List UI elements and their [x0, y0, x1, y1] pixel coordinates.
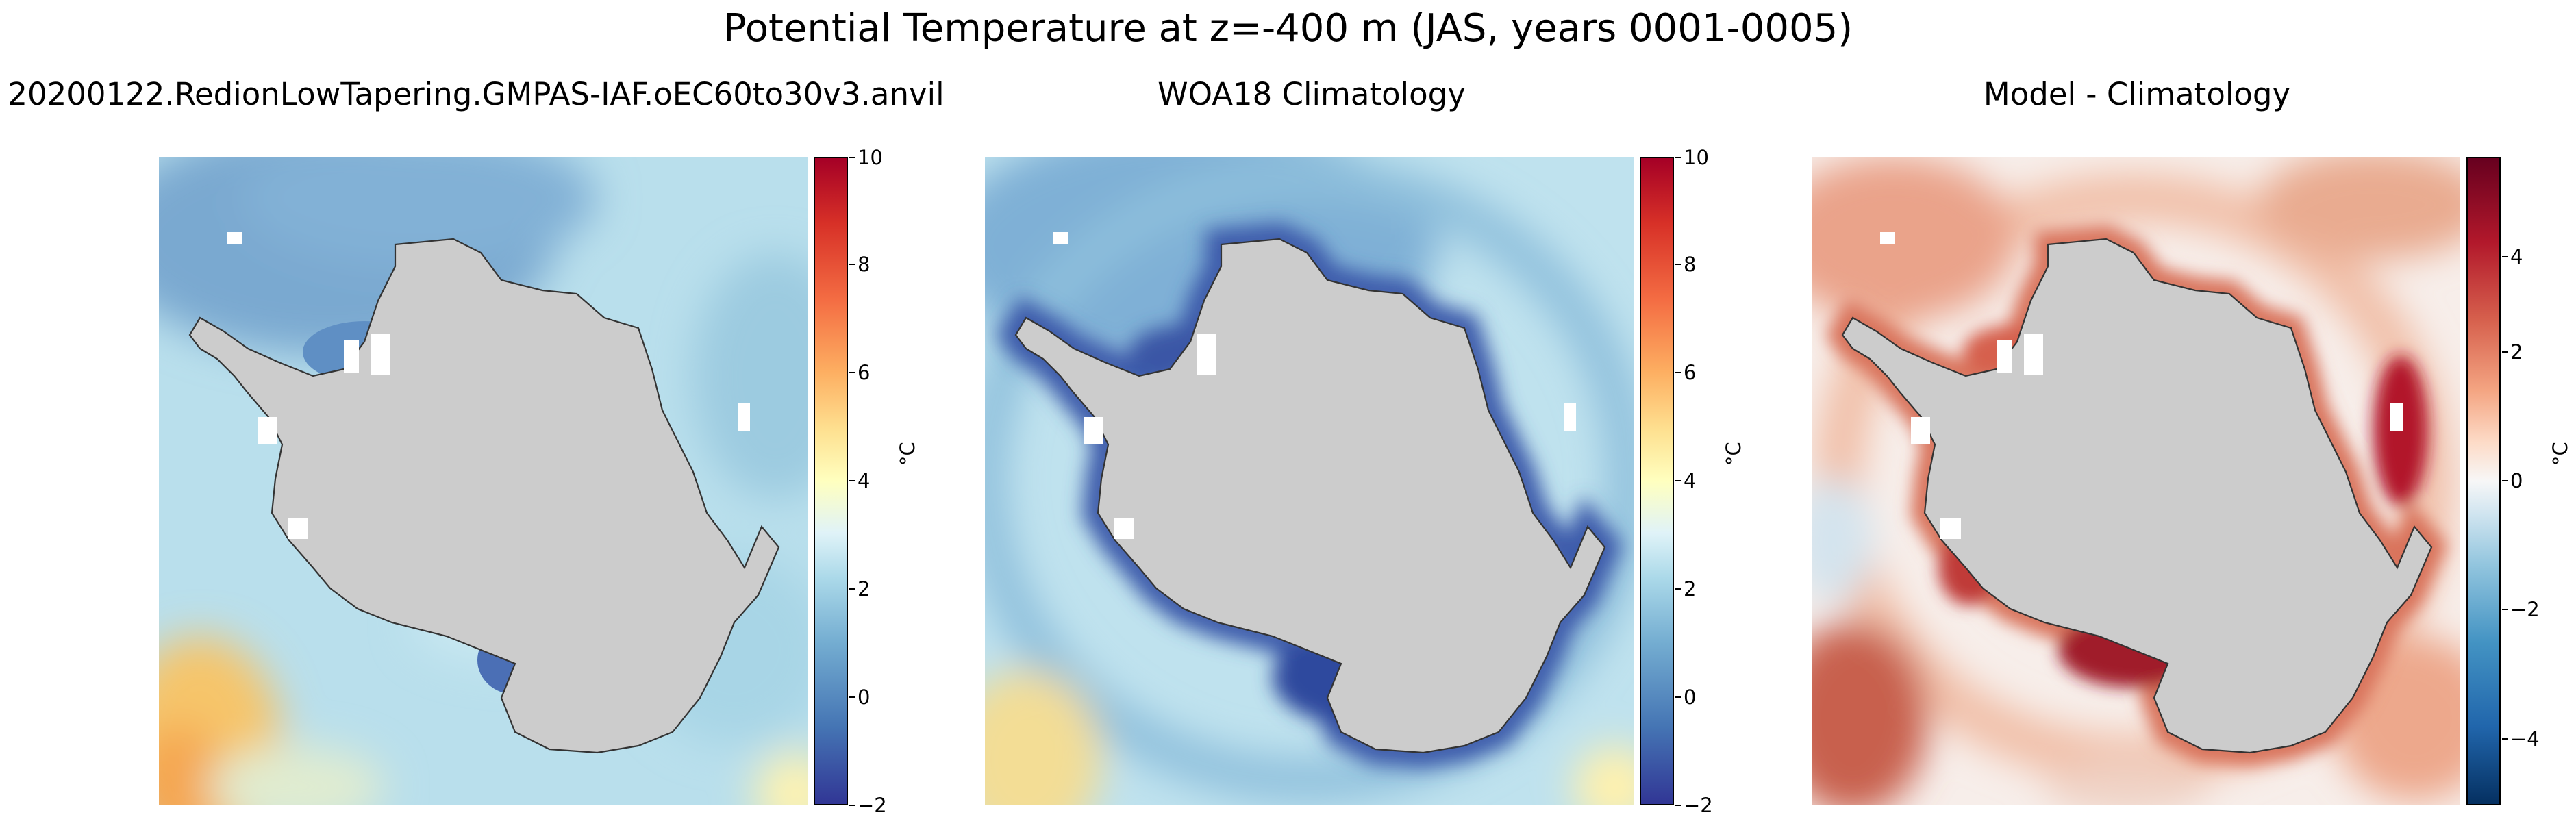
climatology-colorbar-tick: −2	[1675, 794, 1713, 817]
climatology-colorbar-tick: 10	[1675, 146, 1709, 169]
model-map-svg	[159, 157, 808, 805]
model-panel-title: 20200122.RedionLowTapering.GMPAS-IAF.oEC…	[8, 76, 945, 112]
difference-map-svg	[1812, 157, 2460, 805]
climatology-colorbar-tick: 6	[1675, 361, 1697, 384]
climatology-temperature-map	[985, 157, 1634, 805]
model-colorbar-unit: °C	[896, 442, 919, 466]
climatology-colorbar-tick: 0	[1675, 686, 1697, 709]
climatology-colorbar-tick: 4	[1675, 469, 1697, 492]
model-colorbar-tick: 0	[849, 686, 871, 709]
model-colorbar-tick: 6	[849, 361, 871, 384]
model-colorbar-tick: 4	[849, 469, 871, 492]
difference-colorbar-tick: 2	[2501, 340, 2523, 364]
difference-colorbar	[2466, 157, 2501, 805]
difference-panel-title: Model - Climatology	[1983, 76, 2291, 112]
difference-colorbar-tick: 0	[2501, 469, 2523, 492]
model-colorbar-tick: −2	[849, 794, 887, 817]
climatology-colorbar-tick: 8	[1675, 253, 1697, 276]
model-colorbar	[814, 157, 848, 805]
difference-colorbar-tick: −4	[2502, 727, 2540, 751]
difference-colorbar-tick: 4	[2501, 245, 2523, 268]
model-colorbar-tick: 10	[849, 146, 883, 169]
climatology-panel-title: WOA18 Climatology	[1158, 76, 1466, 112]
climatology-colorbar-unit: °C	[1722, 442, 1745, 466]
difference-temperature-map	[1812, 157, 2460, 805]
model-temperature-map	[159, 157, 808, 805]
difference-colorbar-tick: −2	[2502, 598, 2540, 621]
model-colorbar-tick: 8	[849, 253, 871, 276]
climatology-colorbar	[1640, 157, 1674, 805]
figure-title: Potential Temperature at z=-400 m (JAS, …	[723, 6, 1853, 51]
climatology-colorbar-tick: 2	[1675, 577, 1697, 601]
model-colorbar-tick: 2	[849, 577, 871, 601]
climatology-map-svg	[985, 157, 1634, 805]
difference-colorbar-unit: °C	[2549, 442, 2572, 466]
